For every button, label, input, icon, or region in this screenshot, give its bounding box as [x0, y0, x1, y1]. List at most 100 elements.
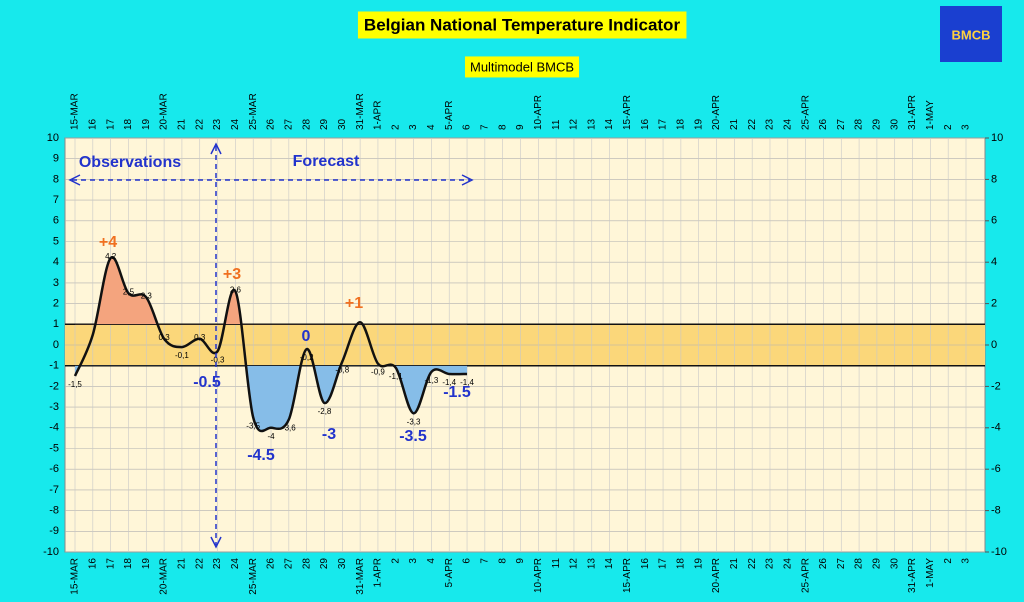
data-label: -0,2	[300, 353, 314, 362]
cold-area	[75, 365, 468, 432]
x-tick-label: 31-MAR	[355, 558, 366, 595]
y2-tick-label: 2	[991, 298, 997, 310]
data-label: -2,8	[318, 407, 332, 416]
x-tick-label: 19	[693, 118, 704, 130]
annotation: Forecast	[293, 153, 360, 170]
chart-title: Belgian National Temperature Indicator	[364, 15, 681, 34]
y-tick-label: 5	[53, 235, 59, 247]
annotation: -3	[322, 426, 336, 443]
x-tick-label: 7	[480, 124, 491, 130]
y2-tick-label: 8	[991, 173, 997, 185]
x-tick-label: 10-APR	[533, 558, 544, 593]
annotation: -0.5	[193, 374, 221, 391]
x-tick-label: 15-MAR	[70, 558, 81, 595]
x-tick-label: 22	[194, 558, 205, 570]
x-tick-label: 12	[569, 558, 580, 570]
x-tick-label: 30	[337, 558, 348, 570]
annotation: 0	[302, 328, 311, 345]
y-tick-label: -6	[49, 463, 59, 475]
annotation: -4.5	[247, 447, 275, 464]
y-tick-label: -1	[49, 360, 59, 372]
data-label: -1,4	[460, 378, 474, 387]
x-tick-label: 14	[604, 558, 615, 570]
data-label: -0,1	[175, 351, 189, 360]
y-tick-label: 10	[47, 132, 59, 144]
x-tick-label: 15-MAR	[70, 93, 81, 130]
annotation: +1	[345, 295, 363, 312]
y-tick-label: -7	[49, 484, 59, 496]
x-tick-label: 24	[230, 118, 241, 130]
x-tick-label: 17	[105, 118, 116, 130]
x-tick-label: 5-APR	[444, 101, 455, 130]
data-label: -0,3	[211, 355, 225, 364]
x-tick-label: 16	[640, 118, 651, 130]
y-tick-label: -5	[49, 442, 59, 454]
data-label: 2,5	[123, 287, 135, 296]
x-tick-label: 1-MAY	[925, 558, 936, 588]
y-tick-label: 9	[53, 153, 59, 165]
x-tick-label: 27	[836, 558, 847, 570]
x-tick-label: 29	[319, 558, 330, 570]
data-label: -3,5	[246, 422, 260, 431]
x-tick-label: 20-APR	[711, 95, 722, 130]
x-tick-label: 5-APR	[444, 558, 455, 587]
y2-tick-label: 0	[991, 339, 997, 351]
x-tick-label: 28	[301, 558, 312, 570]
x-tick-label: 21	[177, 118, 188, 130]
x-tick-label: 20-APR	[711, 558, 722, 593]
x-tick-label: 7	[480, 558, 491, 564]
x-tick-label: 9	[515, 558, 526, 564]
y2-tick-label: 4	[991, 256, 997, 268]
x-tick-label: 26	[266, 118, 277, 130]
x-tick-label: 31-APR	[907, 558, 918, 593]
x-tick-label: 29	[319, 118, 330, 130]
y-tick-label: -3	[49, 401, 59, 413]
x-tick-label: 3	[961, 558, 972, 564]
x-tick-label: 19	[693, 558, 704, 570]
x-tick-label: 26	[818, 118, 829, 130]
data-label: -0,8	[335, 366, 349, 375]
y2-tick-label: -8	[991, 505, 1001, 517]
x-tick-label: 3	[408, 124, 419, 130]
annotation: -1.5	[443, 384, 471, 401]
x-tick-label: 19	[141, 118, 152, 130]
y2-tick-label: -10	[991, 546, 1007, 558]
x-tick-label: 26	[818, 558, 829, 570]
y-tick-label: -4	[49, 422, 59, 434]
x-tick-label: 24	[782, 118, 793, 130]
chart-subtitle: Multimodel BMCB	[470, 59, 574, 74]
x-tick-label: 2	[390, 124, 401, 130]
data-label: -1,1	[389, 372, 403, 381]
x-tick-label: 30	[889, 558, 900, 570]
x-tick-label: 4	[426, 124, 437, 130]
x-tick-label: 28	[854, 118, 865, 130]
x-tick-label: 18	[676, 118, 687, 130]
x-tick-label: 20-MAR	[159, 558, 170, 595]
x-tick-label: 17	[658, 558, 669, 570]
title-box	[357, 11, 687, 39]
annotation: Observations	[79, 154, 181, 171]
x-tick-label: 16	[87, 118, 98, 130]
x-tick-label: 6	[462, 124, 473, 130]
x-tick-label: 31-APR	[907, 95, 918, 130]
x-tick-label: 29	[872, 558, 883, 570]
annotation: +3	[223, 266, 241, 283]
warm-area	[75, 257, 468, 325]
x-tick-label: 31-MAR	[355, 93, 366, 130]
x-tick-label: 23	[765, 118, 776, 130]
y-tick-label: 0	[53, 339, 59, 351]
x-tick-label: 18	[676, 558, 687, 570]
x-tick-label: 18	[123, 558, 134, 570]
x-tick-label: 13	[586, 558, 597, 570]
y-tick-label: 2	[53, 298, 59, 310]
x-tick-label: 8	[497, 558, 508, 564]
x-tick-label: 3	[408, 558, 419, 564]
y-tick-label: 4	[53, 256, 59, 268]
x-tick-label: 6	[462, 558, 473, 564]
x-tick-label: 21	[729, 558, 740, 570]
x-tick-label: 16	[640, 558, 651, 570]
y-tick-label: 7	[53, 194, 59, 206]
y-tick-label: -8	[49, 505, 59, 517]
x-tick-label: 27	[283, 118, 294, 130]
